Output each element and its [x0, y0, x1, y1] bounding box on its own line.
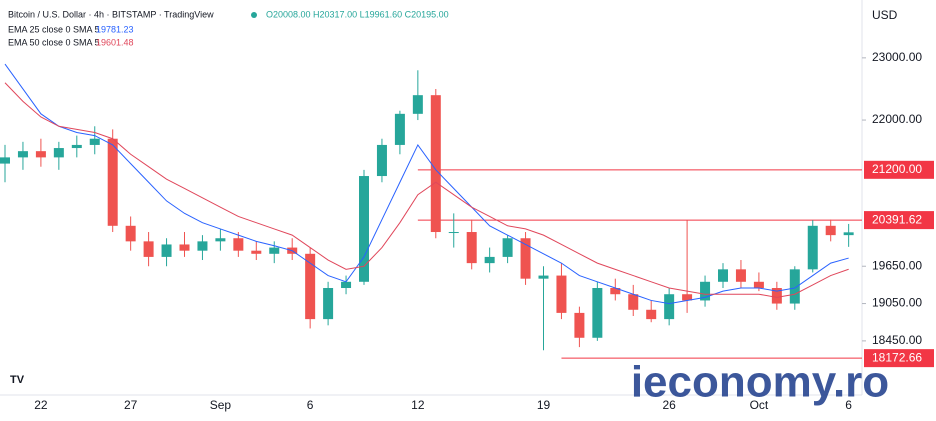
candle-body	[484, 256, 495, 264]
candle-body	[646, 309, 657, 320]
symbol-title: Bitcoin / U.S. Dollar · 4h · BITSTAMP · …	[8, 9, 214, 19]
candle-body	[789, 269, 800, 304]
candle-body	[843, 232, 854, 236]
legend-name: EMA 25 close 0 SMA 5	[8, 24, 100, 34]
y-tick-label: 22000.00	[872, 112, 922, 126]
candle-body	[574, 312, 585, 338]
candle-body	[592, 288, 603, 338]
currency: USD	[872, 8, 898, 22]
y-tick-label: 19050.00	[872, 296, 922, 310]
tv-logo: TV	[10, 374, 25, 386]
candle-body	[825, 225, 836, 236]
legend-value: 19781.23	[96, 24, 134, 34]
ema-line	[4, 63, 849, 305]
price-tag-label: 20391.62	[872, 212, 922, 226]
candle-body	[89, 138, 100, 145]
candle-body	[233, 238, 244, 251]
x-tick-label: 6	[845, 398, 852, 412]
candle-body	[197, 241, 208, 251]
candle-body	[735, 269, 746, 282]
candle-body	[628, 294, 639, 310]
x-tick-label: 22	[34, 398, 48, 412]
candle-body	[771, 288, 782, 304]
candle-body	[412, 95, 423, 114]
y-tick-label: 18450.00	[872, 333, 922, 347]
candle-body	[538, 275, 549, 279]
candle-body	[53, 148, 64, 158]
x-tick-label: 26	[662, 398, 676, 412]
candle-body	[143, 241, 154, 257]
candle-body	[251, 250, 262, 254]
candle-body	[161, 244, 172, 257]
candle-body	[341, 281, 352, 289]
candle-body	[107, 138, 118, 226]
candle-body	[556, 275, 567, 313]
candle-body	[664, 294, 675, 320]
candle-body	[682, 294, 693, 301]
legend-value: 19601.48	[96, 37, 134, 47]
candle-body	[376, 144, 387, 177]
candle-body	[466, 232, 477, 264]
candle-body	[610, 288, 621, 295]
ohlc: O20008.00 H20317.00 L19961.60 C20195.00	[266, 9, 449, 19]
candle-body	[448, 232, 459, 234]
candle-body	[125, 225, 136, 242]
candle-body	[718, 269, 728, 282]
price-tag	[864, 349, 934, 368]
candle-body	[35, 151, 46, 158]
x-tick-label: Sep	[210, 398, 232, 412]
candle-body	[359, 176, 369, 282]
legend-name: EMA 50 close 0 SMA 5	[8, 37, 100, 47]
candle-body	[323, 288, 334, 320]
candle-body	[305, 253, 316, 320]
x-tick-label: 12	[411, 398, 425, 412]
candle-body	[179, 244, 190, 251]
price-tag	[864, 160, 934, 179]
candle-body	[215, 238, 226, 242]
candle-body	[71, 144, 82, 149]
candle-body	[17, 151, 28, 158]
candle-body	[269, 247, 280, 254]
watermark: ieconomy.ro	[631, 358, 889, 407]
y-tick-label: 19650.00	[872, 258, 922, 272]
candle-body	[430, 95, 441, 233]
x-tick-label: 27	[124, 398, 138, 412]
plot-area	[0, 63, 862, 359]
candle-body	[0, 157, 10, 164]
candle-body	[807, 225, 818, 270]
candle-body	[700, 281, 711, 301]
candle-body	[753, 281, 764, 289]
x-tick-label: 6	[307, 398, 314, 412]
price-tag-label: 18172.66	[872, 350, 922, 364]
ema-line	[4, 82, 849, 298]
x-tick-label: Oct	[750, 398, 769, 412]
price-tag	[864, 211, 934, 230]
candle-body	[502, 238, 513, 257]
price-tag-label: 21200.00	[872, 162, 922, 176]
status-dot	[251, 12, 257, 18]
x-tick-label: 19	[537, 398, 551, 412]
candle-body	[394, 113, 405, 145]
y-tick-label: 23000.00	[872, 50, 922, 64]
candle-body	[520, 238, 531, 279]
